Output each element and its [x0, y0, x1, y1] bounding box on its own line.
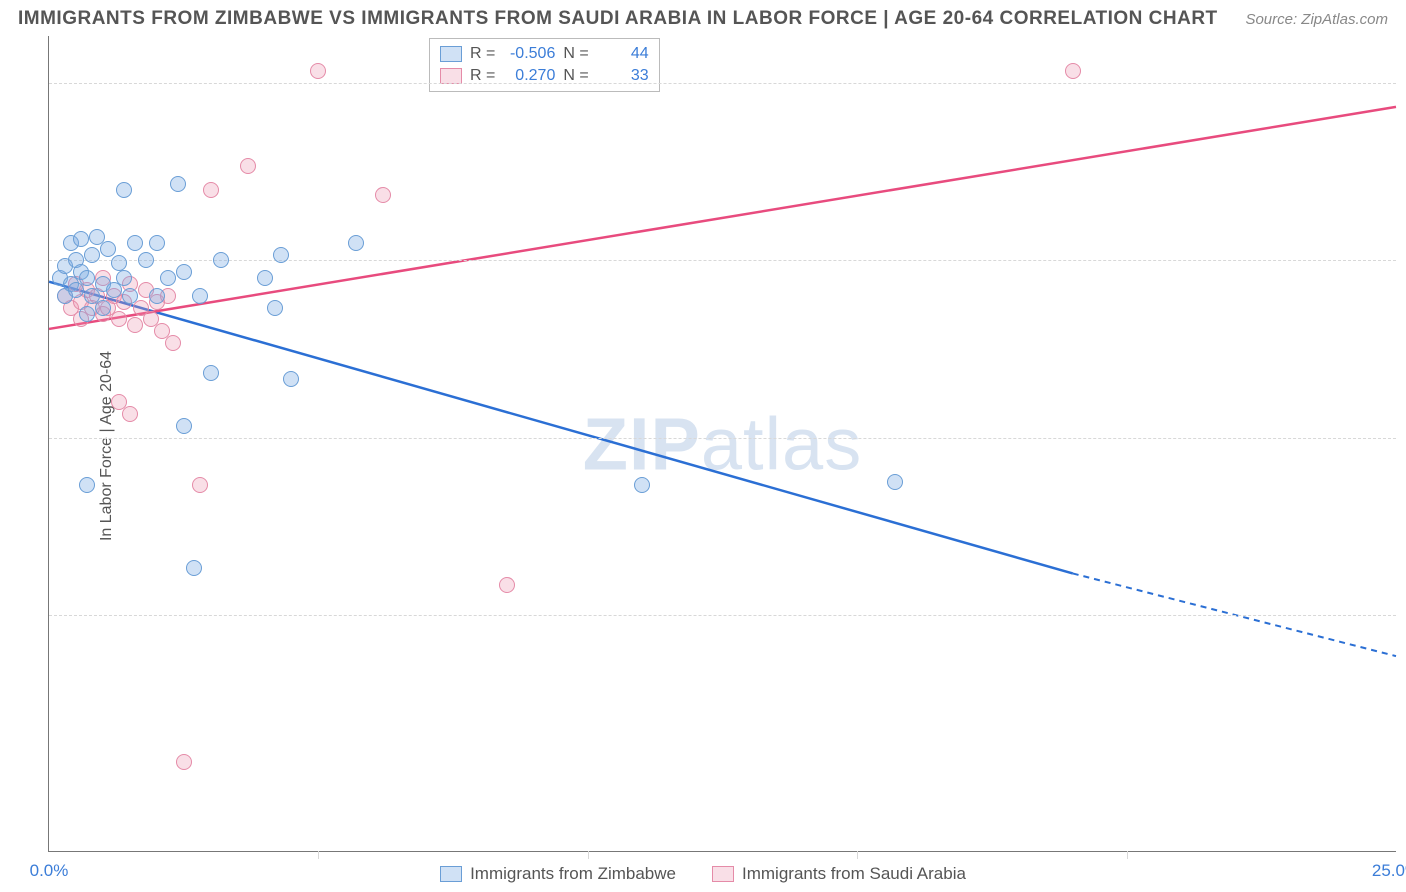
x-tick [588, 851, 589, 859]
data-point [267, 300, 283, 316]
gridline-horizontal [49, 438, 1396, 439]
legend-item-saudi: Immigrants from Saudi Arabia [712, 864, 966, 884]
data-point [160, 270, 176, 286]
data-point [116, 182, 132, 198]
data-point [79, 306, 95, 322]
gridline-horizontal [49, 260, 1396, 261]
data-point [100, 241, 116, 257]
gridline-horizontal [49, 615, 1396, 616]
data-point [375, 187, 391, 203]
legend-row-zimbabwe: R = -0.506 N = 44 [440, 43, 649, 65]
source-attribution: Source: ZipAtlas.com [1245, 11, 1388, 28]
data-point [186, 560, 202, 576]
data-point [240, 158, 256, 174]
data-point [73, 231, 89, 247]
data-point [192, 288, 208, 304]
data-point [122, 406, 138, 422]
series-legend: Immigrants from Zimbabwe Immigrants from… [0, 864, 1406, 884]
data-point [213, 252, 229, 268]
data-point [116, 270, 132, 286]
data-point [348, 235, 364, 251]
data-point [257, 270, 273, 286]
data-point [192, 477, 208, 493]
x-tick [1127, 851, 1128, 859]
data-point [165, 335, 181, 351]
trend-line [49, 107, 1396, 329]
data-point [273, 247, 289, 263]
data-point [634, 477, 650, 493]
data-point [203, 365, 219, 381]
chart-title: IMMIGRANTS FROM ZIMBABWE VS IMMIGRANTS F… [18, 8, 1218, 30]
data-point [79, 270, 95, 286]
data-point [1065, 63, 1081, 79]
data-point [176, 264, 192, 280]
data-point [310, 63, 326, 79]
data-point [283, 371, 299, 387]
data-point [176, 418, 192, 434]
data-point [170, 176, 186, 192]
data-point [887, 474, 903, 490]
data-point [111, 311, 127, 327]
x-tick [857, 851, 858, 859]
data-point [499, 577, 515, 593]
swatch-pink [440, 68, 462, 84]
data-point [84, 247, 100, 263]
data-point [127, 235, 143, 251]
data-point [149, 288, 165, 304]
swatch-blue [440, 46, 462, 62]
data-point [203, 182, 219, 198]
data-point [138, 252, 154, 268]
data-point [127, 317, 143, 333]
gridline-horizontal [49, 83, 1396, 84]
trend-line [49, 282, 1073, 574]
x-tick [318, 851, 319, 859]
swatch-blue [440, 866, 462, 882]
data-point [111, 255, 127, 271]
swatch-pink [712, 866, 734, 882]
data-point [122, 288, 138, 304]
data-point [79, 477, 95, 493]
data-point [149, 235, 165, 251]
chart-plot-area: ZIPatlas R = -0.506 N = 44 R = 0.270 N =… [48, 36, 1396, 852]
legend-item-zimbabwe: Immigrants from Zimbabwe [440, 864, 676, 884]
data-point [95, 300, 111, 316]
data-point [176, 754, 192, 770]
